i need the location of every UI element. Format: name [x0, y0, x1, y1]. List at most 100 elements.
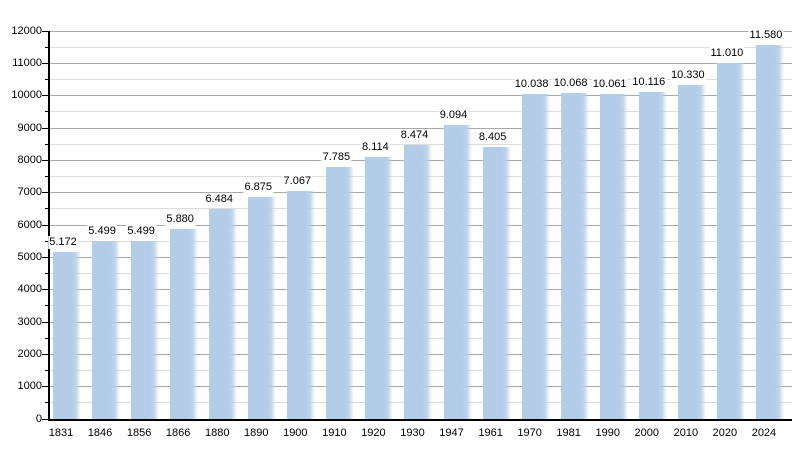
y-tick-label: 4000	[17, 283, 42, 296]
x-tick-label: 1900	[283, 427, 308, 439]
chart-plot-area: 5.172 5.499 5.499 5.880 6.484 6.875 7.067 7.785…	[48, 29, 792, 421]
y-minor-tickmark	[45, 46, 48, 48]
bar	[404, 145, 433, 419]
bar	[677, 85, 706, 419]
bar-value-label: 6.875	[243, 181, 274, 194]
x-tick-label: 1846	[87, 427, 113, 439]
y-minor-tickmark	[45, 79, 48, 80]
bar-value-label: 5.499	[87, 225, 117, 238]
y-tick-label: 2000	[17, 347, 42, 360]
y-major-tickmark	[42, 289, 48, 291]
bar-value-label: 5.172	[48, 236, 78, 249]
bar-value-label: 6.484	[204, 193, 234, 206]
y-minor-tickmark	[45, 305, 48, 307]
gridline-minor	[50, 111, 792, 113]
y-minor-tickmark	[45, 176, 48, 177]
y-major-tickmark	[42, 224, 48, 226]
gridline-major	[50, 62, 792, 64]
bar	[209, 209, 238, 419]
y-tick-label: 3000	[17, 315, 42, 328]
bar-value-label: 9.094	[438, 109, 469, 122]
bar-value-label: 8.474	[399, 129, 430, 142]
y-major-tickmark	[42, 418, 48, 420]
y-major-tickmark	[42, 127, 48, 129]
y-major-tickmark	[42, 62, 48, 64]
bar	[755, 45, 784, 419]
y-major-tickmark	[42, 386, 48, 388]
bar	[521, 94, 550, 419]
x-tick-label: 1910	[322, 427, 347, 439]
y-minor-tickmark	[45, 402, 48, 404]
gridline-major	[50, 95, 792, 97]
x-tick-label: 1970	[517, 427, 542, 439]
y-tick-label: 7000	[17, 186, 42, 199]
x-tick-label: 1880	[204, 427, 230, 439]
x-tick-label: 1930	[400, 427, 425, 439]
bar	[716, 63, 745, 419]
bar-value-label: 10.116	[631, 76, 667, 89]
y-major-tickmark	[42, 321, 48, 323]
y-tick-label: 6000	[17, 218, 42, 231]
y-major-tickmark	[42, 95, 48, 97]
gridline-major	[50, 30, 792, 32]
bar-value-label: 11.010	[709, 47, 745, 60]
y-minor-tickmark	[45, 337, 48, 339]
x-tick-label: 1961	[478, 427, 503, 439]
y-minor-tickmark	[45, 111, 48, 113]
x-tick-label: 1890	[244, 427, 269, 439]
x-tick-label: 1920	[361, 427, 386, 439]
x-tick-label: 1981	[556, 427, 581, 439]
y-minor-tickmark	[45, 273, 48, 274]
bar-value-label: 11.580	[748, 29, 784, 42]
bar-value-label: 7.785	[321, 151, 352, 164]
gridline-minor	[50, 143, 792, 145]
x-tick-label: 1831	[48, 427, 74, 439]
y-minor-tickmark	[45, 143, 48, 145]
bar-value-label: 10.068	[552, 77, 589, 90]
x-tick-label: 2020	[712, 427, 738, 439]
y-major-tickmark	[42, 30, 48, 32]
x-tick-label: 2010	[673, 427, 699, 439]
bar	[92, 241, 121, 419]
bar	[170, 229, 199, 419]
bar	[482, 147, 511, 419]
y-tick-label: 0	[35, 412, 42, 425]
y-tick-label: 12000	[11, 24, 42, 37]
y-minor-tickmark	[45, 370, 48, 371]
bar-value-label: 8.405	[477, 131, 508, 144]
bar	[326, 167, 355, 419]
bar-value-label: 8.114	[361, 141, 390, 154]
x-tick-label: 2024	[751, 427, 777, 439]
y-major-tickmark	[42, 159, 48, 161]
y-tick-label: 11000	[12, 56, 42, 69]
bar-value-label: 7.067	[282, 175, 313, 188]
bar	[53, 252, 81, 419]
y-tick-label: 10000	[11, 89, 42, 102]
y-major-tickmark	[42, 256, 48, 258]
gridline-major	[50, 127, 792, 129]
y-tick-label: 1000	[17, 380, 42, 393]
bar	[287, 191, 316, 419]
y-minor-tickmark	[45, 208, 48, 210]
bar	[443, 125, 472, 419]
bar-value-label: 10.061	[591, 78, 628, 91]
bar-value-label: 10.038	[513, 78, 550, 91]
bar-value-label: 5.880	[165, 213, 195, 226]
x-tick-label: 1947	[439, 427, 464, 439]
bar-value-label: 10.330	[670, 69, 706, 82]
bar	[248, 197, 277, 419]
gridline-minor	[50, 79, 792, 80]
y-tick-label: 9000	[17, 121, 42, 134]
y-tick-label: 5000	[17, 250, 42, 263]
bar	[638, 92, 667, 419]
y-major-tickmark	[42, 353, 48, 355]
y-major-tickmark	[42, 192, 48, 194]
bar	[560, 93, 589, 419]
y-minor-tickmark	[45, 240, 48, 242]
bar	[131, 241, 160, 419]
x-tick-label: 2000	[634, 427, 660, 439]
bar	[365, 157, 394, 419]
x-tick-label: 1866	[165, 427, 191, 439]
x-tick-label: 1990	[595, 427, 620, 439]
